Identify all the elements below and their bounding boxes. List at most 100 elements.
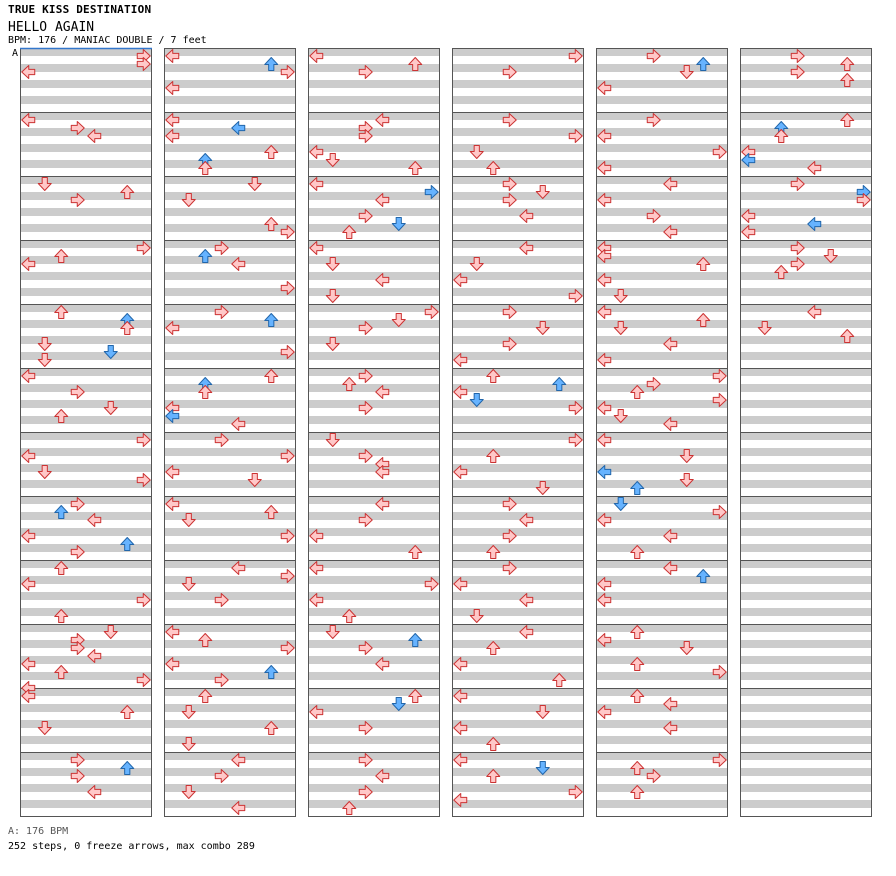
beat-band (596, 80, 728, 88)
left-arrow-icon (375, 193, 390, 207)
beat-band (164, 512, 296, 520)
beat-band (20, 704, 152, 712)
beat-band (740, 496, 872, 504)
arrow-shape (840, 113, 855, 127)
arrow-shape (597, 129, 612, 143)
arrow-shape (375, 193, 390, 207)
arrow-shape (453, 689, 468, 703)
right-arrow-icon (136, 473, 151, 487)
arrow-shape (375, 113, 390, 127)
arrow-shape (165, 49, 180, 63)
beat-band (596, 368, 728, 376)
beat-band (20, 592, 152, 600)
beat-band (740, 64, 872, 72)
arrow-shape (21, 529, 36, 543)
beat-band (596, 640, 728, 648)
arrow-shape (375, 657, 390, 671)
beat-band (452, 448, 584, 456)
arrow-shape (453, 577, 468, 591)
beat-band (20, 256, 152, 264)
arrow-shape (663, 697, 678, 711)
left-arrow-icon (375, 657, 390, 671)
beat-band (596, 704, 728, 712)
beat-band (308, 496, 440, 504)
beat-band (20, 640, 152, 648)
arrow-shape (70, 193, 85, 207)
arrow-shape (181, 785, 196, 799)
beat-band (20, 672, 152, 680)
arrow-shape (358, 785, 373, 799)
bpm-legend: A: 176 BPM (8, 826, 69, 837)
arrow-shape (502, 177, 517, 191)
beat-band (452, 304, 584, 312)
left-arrow-icon (453, 465, 468, 479)
arrow-shape (552, 673, 567, 687)
left-arrow-icon (741, 153, 756, 167)
beat-band (452, 496, 584, 504)
beat-band (164, 624, 296, 632)
beat-band (308, 720, 440, 728)
beat-band (452, 608, 584, 616)
up-arrow-icon (120, 761, 135, 775)
beat-band (596, 192, 728, 200)
arrow-shape (247, 177, 262, 191)
arrow-shape (486, 769, 501, 783)
beat-band (308, 96, 440, 104)
right-arrow-icon (712, 145, 727, 159)
arrow-shape (696, 313, 711, 327)
beat-band (308, 272, 440, 280)
beat-band (164, 720, 296, 728)
left-arrow-icon (519, 241, 534, 255)
arrow-shape (774, 129, 789, 143)
beat-band (596, 496, 728, 504)
left-arrow-icon (597, 705, 612, 719)
left-arrow-icon (597, 433, 612, 447)
arrow-shape (469, 145, 484, 159)
beat-band (740, 352, 872, 360)
beat-band (20, 240, 152, 248)
arrow-shape (37, 337, 52, 351)
arrow-shape (165, 657, 180, 671)
arrow-shape (181, 513, 196, 527)
arrow-shape (453, 657, 468, 671)
arrow-shape (679, 449, 694, 463)
arrow-shape (21, 657, 36, 671)
up-arrow-icon (54, 665, 69, 679)
arrow-shape (309, 177, 324, 191)
arrow-shape (646, 209, 661, 223)
beat-band (20, 528, 152, 536)
up-arrow-icon (342, 609, 357, 623)
beat-band (164, 320, 296, 328)
down-arrow-icon (181, 737, 196, 751)
up-arrow-icon (198, 249, 213, 263)
beat-band (740, 688, 872, 696)
arrow-shape (535, 481, 550, 495)
left-arrow-icon (519, 513, 534, 527)
arrow-shape (165, 113, 180, 127)
arrow-shape (741, 209, 756, 223)
arrow-shape (358, 449, 373, 463)
beat-band (452, 656, 584, 664)
beat-band (164, 288, 296, 296)
right-arrow-icon (280, 529, 295, 543)
up-arrow-icon (264, 57, 279, 71)
up-arrow-icon (696, 257, 711, 271)
beat-band (596, 480, 728, 488)
beat-band (308, 144, 440, 152)
beat-band (596, 688, 728, 696)
beat-band (20, 480, 152, 488)
up-arrow-icon (408, 633, 423, 647)
up-arrow-icon (696, 313, 711, 327)
left-arrow-icon (453, 385, 468, 399)
arrow-shape (54, 505, 69, 519)
beat-band (308, 352, 440, 360)
left-arrow-icon (453, 753, 468, 767)
beat-band (596, 160, 728, 168)
up-arrow-icon (54, 305, 69, 319)
down-arrow-icon (325, 433, 340, 447)
beat-band (164, 672, 296, 680)
arrow-shape (486, 449, 501, 463)
beat-band (164, 256, 296, 264)
beat-band (596, 592, 728, 600)
arrow-shape (663, 337, 678, 351)
